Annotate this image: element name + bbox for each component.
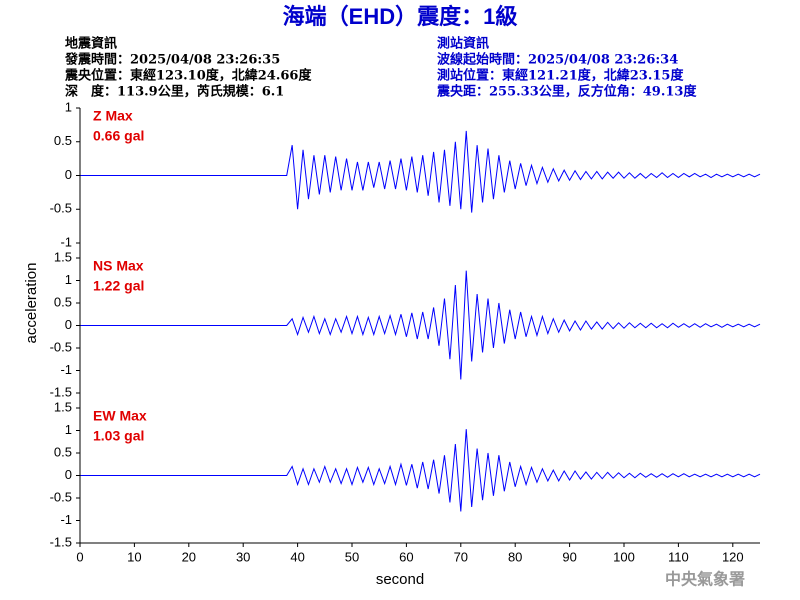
y-axis-label: acceleration [23, 263, 40, 344]
x-tick-label: 80 [508, 549, 522, 564]
event-info: 震央位置：東經123.10度，北緯24.66度 [64, 68, 312, 84]
y-tick-label: 0.5 [54, 444, 72, 459]
x-tick-label: 0 [76, 549, 83, 564]
x-tick-label: 120 [722, 549, 744, 564]
x-tick-label: 90 [562, 549, 576, 564]
y-tick-label: 0.5 [54, 133, 72, 148]
x-tick-label: 40 [290, 549, 304, 564]
x-tick-label: 30 [236, 549, 250, 564]
waveform [80, 130, 761, 213]
y-tick-label: 0 [65, 167, 72, 182]
event-info: 發震時間：2025/04/08 23:26:35 [64, 52, 280, 68]
x-tick-label: 70 [454, 549, 468, 564]
y-tick-label: 0 [65, 467, 72, 482]
panel-label: NS Max [93, 258, 144, 274]
y-tick-label: 1.5 [54, 249, 72, 264]
y-tick-label: 0 [65, 317, 72, 332]
y-tick-label: 0.5 [54, 294, 72, 309]
event-info: 地震資訊 [65, 36, 117, 52]
station-info: 震央距：255.33公里，反方位角：49.13度 [436, 84, 697, 100]
y-tick-label: -1 [60, 512, 72, 527]
x-tick-label: 10 [127, 549, 141, 564]
panel-label: EW Max [93, 408, 147, 424]
y-tick-label: -0.5 [50, 489, 72, 504]
y-tick-label: 1 [65, 422, 72, 437]
waveform [80, 429, 761, 512]
event-info: 深 度：113.9公里，芮氏規模：6.1 [65, 84, 284, 100]
waveform [80, 270, 761, 380]
y-tick-label: -1.5 [50, 534, 72, 549]
x-tick-label: 50 [345, 549, 359, 564]
title: 海端（EHD）震度：1級 [283, 4, 518, 29]
y-tick-label: -1.5 [50, 384, 72, 399]
x-tick-label: 60 [399, 549, 413, 564]
station-info: 波線起始時間：2025/04/08 23:26:34 [437, 52, 678, 68]
y-tick-label: 1 [65, 272, 72, 287]
y-tick-label: -1 [60, 362, 72, 377]
y-tick-label: 1 [65, 99, 72, 114]
station-info: 測站資訊 [437, 36, 489, 52]
y-tick-label: -1 [60, 234, 72, 249]
y-tick-label: 1.5 [54, 399, 72, 414]
x-axis-label: second [376, 571, 424, 588]
panel-label: Z Max [93, 108, 133, 124]
y-tick-label: -0.5 [50, 339, 72, 354]
footer: 中央氣象署 [665, 570, 745, 589]
panel-max: 1.22 gal [93, 278, 144, 294]
x-tick-label: 110 [668, 549, 689, 564]
panel-max: 0.66 gal [93, 128, 144, 144]
panel-max: 1.03 gal [93, 428, 144, 444]
x-tick-label: 20 [182, 549, 196, 564]
y-tick-label: -0.5 [50, 201, 72, 216]
x-tick-label: 100 [613, 549, 635, 564]
station-info: 測站位置：東經121.21度，北緯23.15度 [437, 68, 684, 84]
